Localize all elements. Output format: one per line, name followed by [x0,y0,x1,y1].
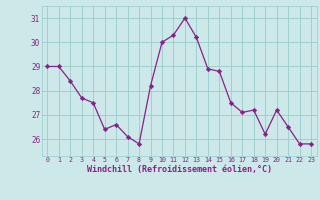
X-axis label: Windchill (Refroidissement éolien,°C): Windchill (Refroidissement éolien,°C) [87,165,272,174]
